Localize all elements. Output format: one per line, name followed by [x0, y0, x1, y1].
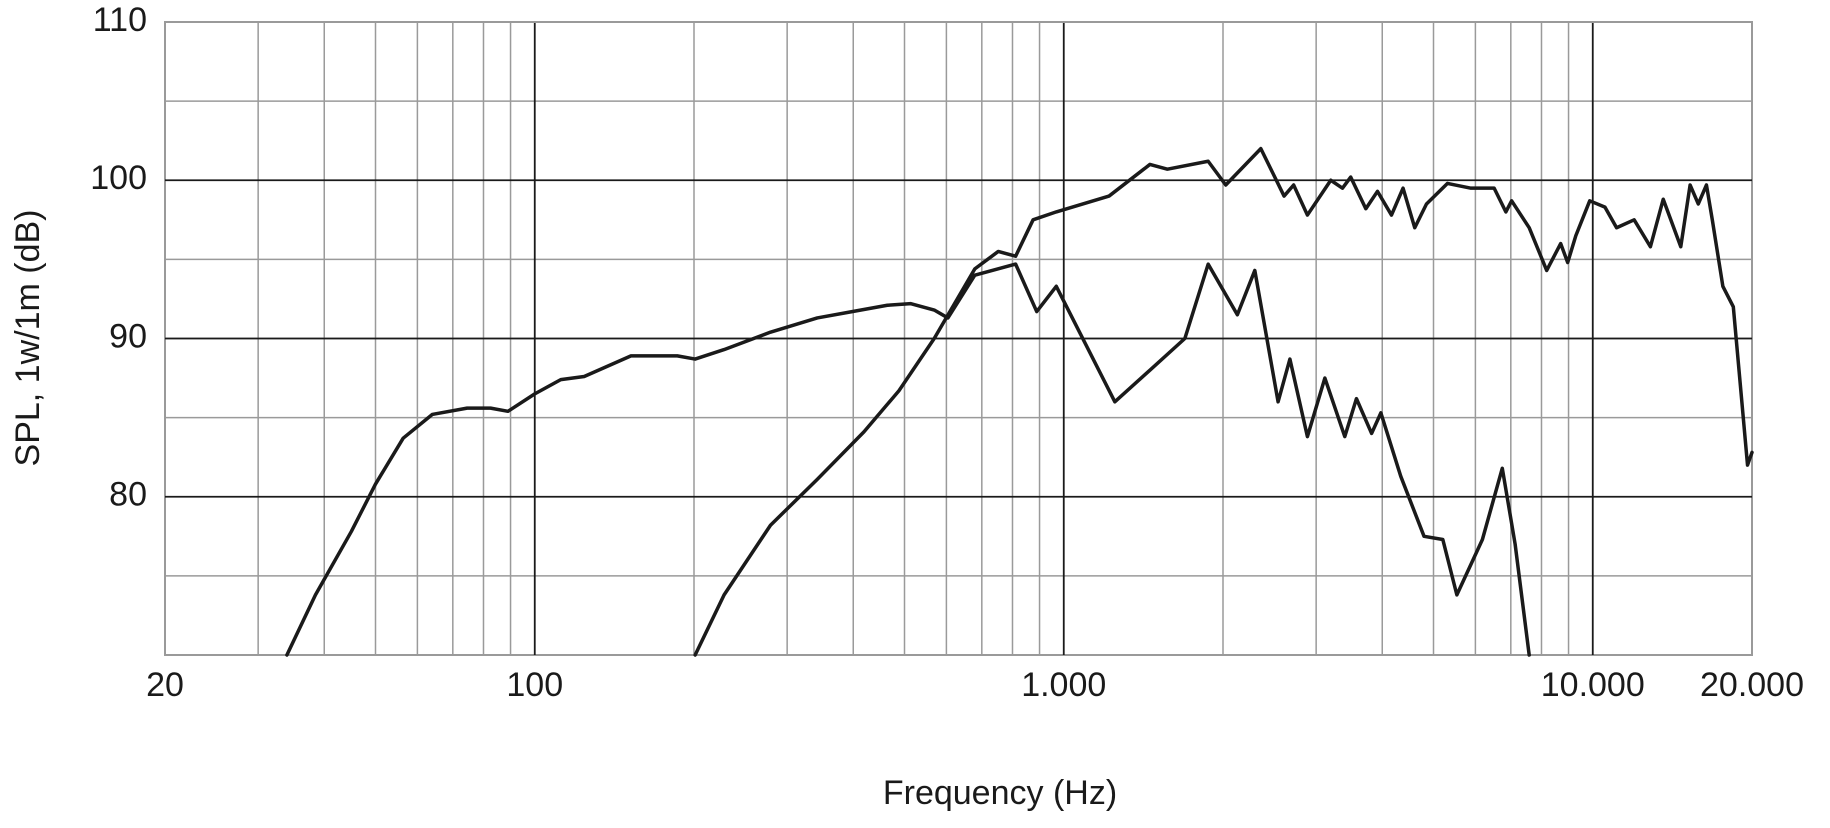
x-tick-label: 10.000 [1541, 666, 1645, 704]
y-tick-label: 110 [93, 1, 147, 39]
y-tick-label: 90 [109, 317, 147, 355]
x-tick-label: 20 [146, 666, 184, 704]
x-tick-label: 20.000 [1700, 666, 1804, 704]
line-series [285, 262, 1531, 657]
y-tick-label: 100 [90, 159, 147, 197]
x-tick-label: 1.000 [1021, 666, 1106, 704]
y-axis-label: SPL, 1w/1m (dB) [9, 210, 47, 467]
line-series [693, 146, 1754, 657]
x-axis-label: Frequency (Hz) [883, 774, 1117, 812]
x-tick-label: 100 [506, 666, 563, 704]
y-tick-label: 80 [109, 476, 147, 514]
